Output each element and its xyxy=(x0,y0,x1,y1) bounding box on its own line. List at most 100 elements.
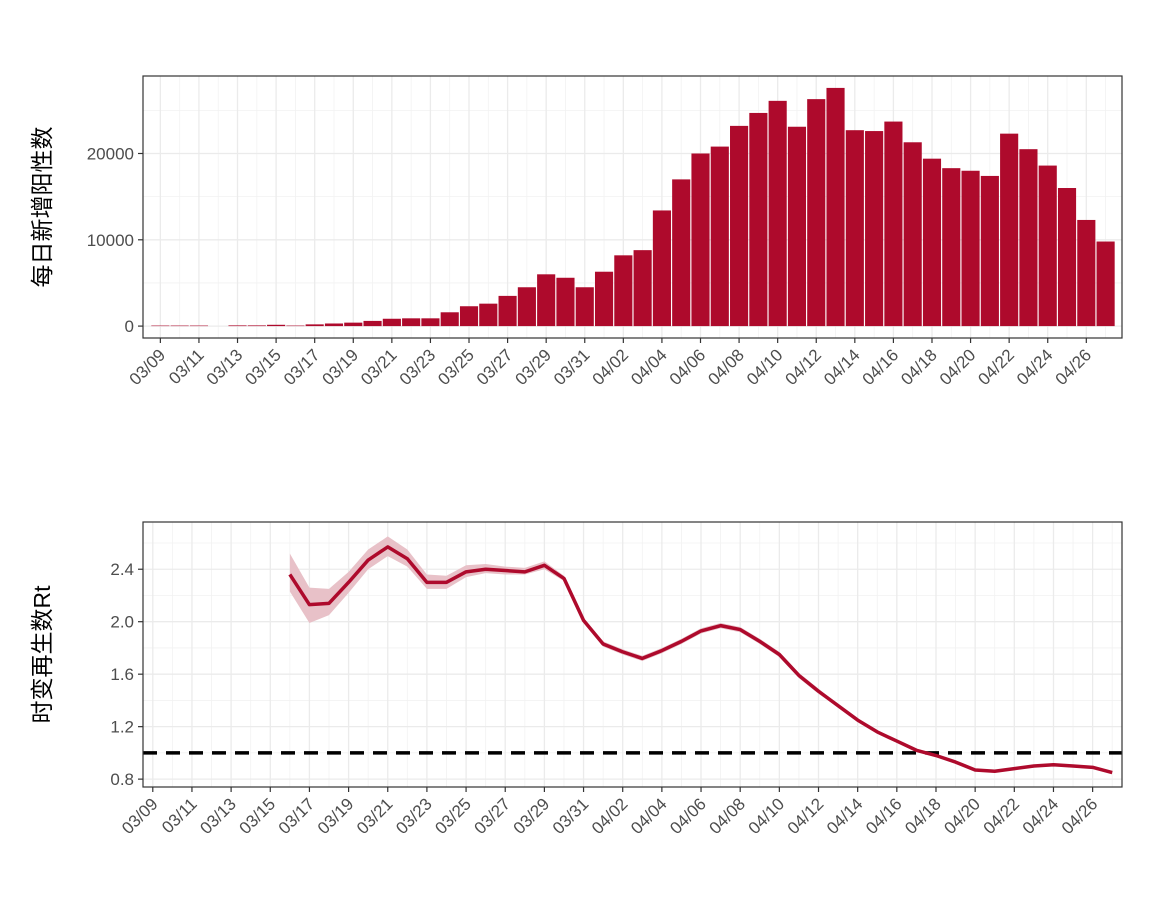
bar xyxy=(402,318,421,327)
bar xyxy=(652,210,671,327)
x-tick-label: 04/16 xyxy=(862,794,906,838)
x-tick-label: 03/25 xyxy=(431,794,475,838)
x-tick-label: 03/09 xyxy=(126,345,170,389)
bar xyxy=(594,271,614,327)
bar xyxy=(768,100,787,327)
bar xyxy=(787,126,807,327)
bar xyxy=(537,274,556,327)
bar xyxy=(1096,241,1115,327)
bar xyxy=(961,170,980,327)
bar xyxy=(672,179,691,327)
x-tick-label: 04/20 xyxy=(940,794,984,838)
y-tick-label: 10000 xyxy=(87,231,134,250)
x-tick-label: 04/14 xyxy=(820,345,864,389)
bar xyxy=(980,175,999,327)
x-tick-label: 03/31 xyxy=(549,794,593,838)
y-tick-label: 1.2 xyxy=(110,718,134,737)
bar xyxy=(382,318,401,327)
panel-border xyxy=(142,521,1123,788)
x-tick-label: 03/17 xyxy=(280,345,324,389)
x-tick-label: 03/27 xyxy=(473,345,517,389)
bar xyxy=(749,112,768,327)
bar xyxy=(556,277,575,327)
bar xyxy=(1000,133,1019,327)
bar xyxy=(479,303,498,327)
x-tick-label: 04/06 xyxy=(666,345,710,389)
x-tick-label: 03/29 xyxy=(510,794,554,838)
x-tick-label: 03/29 xyxy=(511,345,555,389)
bar xyxy=(440,312,459,327)
x-tick-label: 03/25 xyxy=(434,345,478,389)
bar xyxy=(459,306,479,327)
x-tick-label: 03/15 xyxy=(236,794,280,838)
x-tick-label: 04/04 xyxy=(627,345,671,389)
x-tick-label: 04/24 xyxy=(1019,794,1063,838)
bar xyxy=(1077,219,1096,327)
bar xyxy=(691,153,710,327)
bar xyxy=(267,324,286,327)
bar xyxy=(710,146,729,327)
bar xyxy=(517,287,536,327)
bar xyxy=(730,125,749,327)
x-tick-label: 03/23 xyxy=(396,345,440,389)
x-tick-label: 03/19 xyxy=(319,345,363,389)
x-tick-label: 04/18 xyxy=(901,794,945,838)
bar xyxy=(1057,188,1077,327)
bar xyxy=(498,295,517,327)
panel-border xyxy=(142,75,1123,339)
x-tick-label: 04/26 xyxy=(1058,794,1102,838)
bar xyxy=(575,287,594,327)
x-tick-label: 03/27 xyxy=(471,794,515,838)
bar xyxy=(305,324,324,327)
rt-line xyxy=(288,545,1113,775)
x-tick-label: 03/17 xyxy=(275,794,319,838)
x-tick-label: 04/06 xyxy=(666,794,710,838)
bar xyxy=(633,250,652,327)
bar xyxy=(884,121,903,327)
y-tick-label: 0.8 xyxy=(110,770,134,789)
y-tick-label: 20000 xyxy=(87,144,134,163)
bar xyxy=(942,168,961,327)
x-tick-label: 04/24 xyxy=(1013,345,1057,389)
bar xyxy=(922,158,942,327)
x-tick-label: 04/22 xyxy=(974,345,1018,389)
x-tick-label: 04/14 xyxy=(823,794,867,838)
bar xyxy=(865,131,884,327)
bar xyxy=(363,320,382,327)
y-tick-label: 1.6 xyxy=(110,665,134,684)
bar xyxy=(228,325,247,327)
x-tick-label: 04/22 xyxy=(980,794,1024,838)
bar xyxy=(170,325,189,327)
x-tick-label: 03/11 xyxy=(165,345,208,388)
bar xyxy=(421,318,440,327)
x-tick-label: 04/02 xyxy=(588,794,632,838)
x-tick-label: 03/11 xyxy=(158,794,201,837)
x-tick-label: 04/26 xyxy=(1052,345,1096,389)
x-tick-label: 04/12 xyxy=(784,794,828,838)
bar xyxy=(826,87,845,327)
bar xyxy=(247,325,266,327)
y-axis-title: 时变再生数Rt xyxy=(29,585,55,724)
x-tick-label: 04/08 xyxy=(704,345,748,389)
y-tick-label: 0 xyxy=(125,317,134,336)
bar xyxy=(807,99,826,327)
bar xyxy=(1038,165,1057,327)
bar xyxy=(189,325,209,327)
x-tick-label: 04/08 xyxy=(705,794,749,838)
x-tick-label: 03/13 xyxy=(196,794,240,838)
x-tick-label: 04/18 xyxy=(897,345,941,389)
x-tick-label: 04/10 xyxy=(745,794,789,838)
x-tick-label: 03/09 xyxy=(118,794,162,838)
confidence-band xyxy=(289,536,1113,774)
x-tick-label: 03/21 xyxy=(357,345,401,389)
x-tick-label: 03/15 xyxy=(241,345,285,389)
x-tick-label: 04/20 xyxy=(936,345,980,389)
bar xyxy=(1019,149,1038,327)
x-tick-label: 03/13 xyxy=(203,345,247,389)
y-tick-label: 2.4 xyxy=(110,560,134,579)
x-tick-label: 03/21 xyxy=(353,794,397,838)
bar xyxy=(324,323,344,327)
x-tick-label: 04/16 xyxy=(859,345,903,389)
x-tick-label: 04/10 xyxy=(743,345,787,389)
